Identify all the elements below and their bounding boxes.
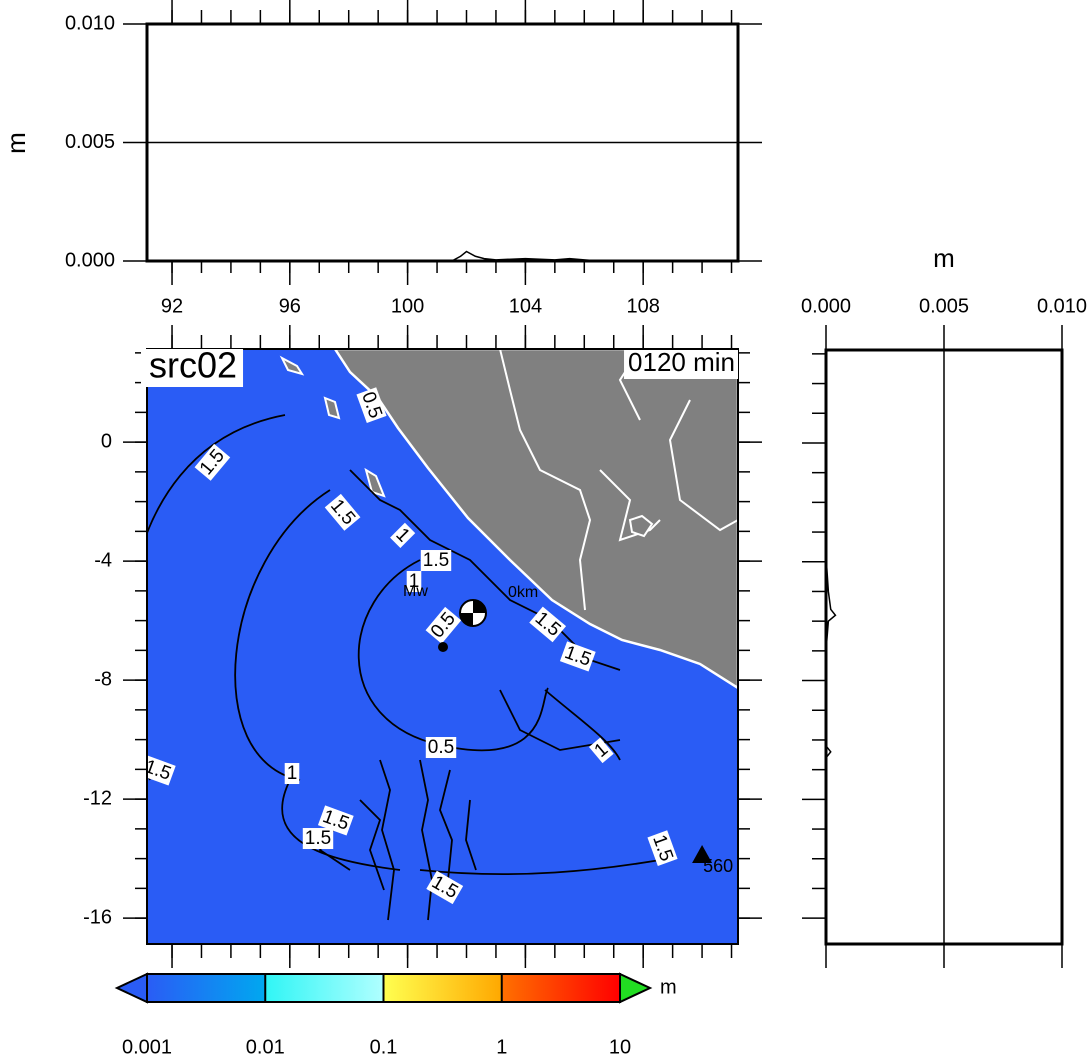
island [628, 514, 654, 538]
y-tick-label: 0 [101, 430, 112, 452]
contour-label-text: 1 [287, 763, 298, 784]
label-box [324, 493, 361, 531]
map-subtitle: 0120 min [628, 347, 735, 377]
contour-label-text: 1.5 [305, 828, 331, 849]
contour-label: 1.5 [302, 828, 334, 850]
contour-label: 1.5 [420, 550, 452, 572]
plot-frame [824, 348, 1064, 946]
x-tick-label: 108 [626, 295, 659, 317]
x-tick-label: 0.005 [919, 295, 969, 317]
contour-line [234, 489, 621, 781]
colorbar-tick-label: 0.1 [370, 1036, 398, 1058]
contour-label: 0.5 [425, 737, 457, 759]
label-box [390, 522, 416, 548]
colorbar-segment [501, 974, 620, 1002]
island [279, 355, 305, 376]
y-tick-label: 0.005 [65, 131, 115, 153]
contour-line [318, 689, 621, 921]
y-tick-label: -16 [83, 906, 112, 928]
border-line [499, 349, 738, 611]
island [364, 467, 386, 498]
annotation: Mw [403, 583, 428, 600]
x-tick-label: 92 [161, 295, 183, 317]
plot-frame [145, 22, 740, 263]
land [333, 349, 738, 690]
label-box [284, 763, 300, 785]
y-tick-label: 0.010 [65, 12, 115, 34]
annotation: 0km [508, 584, 538, 601]
y-tick-label: -4 [94, 549, 112, 571]
label-box [529, 606, 567, 643]
label-box [425, 606, 462, 644]
island [323, 396, 341, 420]
colorbar-tick-label: 0.001 [122, 1036, 172, 1058]
label-box [406, 571, 422, 593]
beachball-quadrant [460, 600, 486, 626]
contour-label-text: 0.5 [428, 737, 454, 758]
x-tick-label: 0.010 [1037, 295, 1087, 317]
colorbar-frame [146, 973, 621, 1003]
x-axis-label: m [933, 243, 955, 273]
y-tick-label: -8 [94, 668, 112, 690]
x-tick-label: 0.000 [801, 295, 851, 317]
label-box [356, 387, 387, 424]
y-axis-label: m [1, 132, 31, 154]
label-box [147, 755, 176, 786]
colorbar-segment [383, 974, 502, 1002]
colorbar-label: m [660, 976, 677, 998]
colorbar-over [619, 972, 653, 1004]
contour-label: 1 [284, 763, 300, 785]
label-box [559, 641, 596, 672]
label-box [426, 870, 464, 905]
colorbar-under [114, 972, 148, 1004]
contour-label-text: 1.5 [423, 550, 449, 571]
title-box [141, 349, 244, 387]
label-box [425, 737, 457, 759]
x-tick-label: 100 [391, 295, 424, 317]
profile-line [825, 350, 837, 944]
x-tick-label: 96 [279, 295, 301, 317]
epicenter-dot [438, 642, 448, 652]
y-tick-label: -12 [83, 787, 112, 809]
label-box [588, 737, 614, 764]
subtitle-box [624, 350, 738, 379]
contour-label-text: 1 [409, 571, 420, 592]
colorbar-tick-label: 10 [609, 1036, 631, 1058]
contour-label: 1 [406, 571, 422, 593]
colorbar-tick-label: 0.01 [246, 1036, 285, 1058]
station-label: 560 [703, 856, 733, 876]
y-tick-label: 0.000 [65, 249, 115, 271]
map-title: src02 [149, 345, 237, 386]
map: 1.50.51.511.510.5 1.51.510.51.5 11.51.51.5… [147, 349, 738, 944]
label-box [647, 830, 678, 867]
plot-frame [146, 348, 739, 945]
colorbar-segment [147, 974, 266, 1002]
label-box [302, 828, 334, 850]
label-box [420, 550, 452, 572]
station-marker [692, 845, 713, 864]
colorbar-segment [265, 974, 384, 1002]
x-tick-label: 104 [509, 295, 542, 317]
label-box [194, 443, 231, 481]
colorbar-tick-label: 1 [496, 1036, 507, 1058]
